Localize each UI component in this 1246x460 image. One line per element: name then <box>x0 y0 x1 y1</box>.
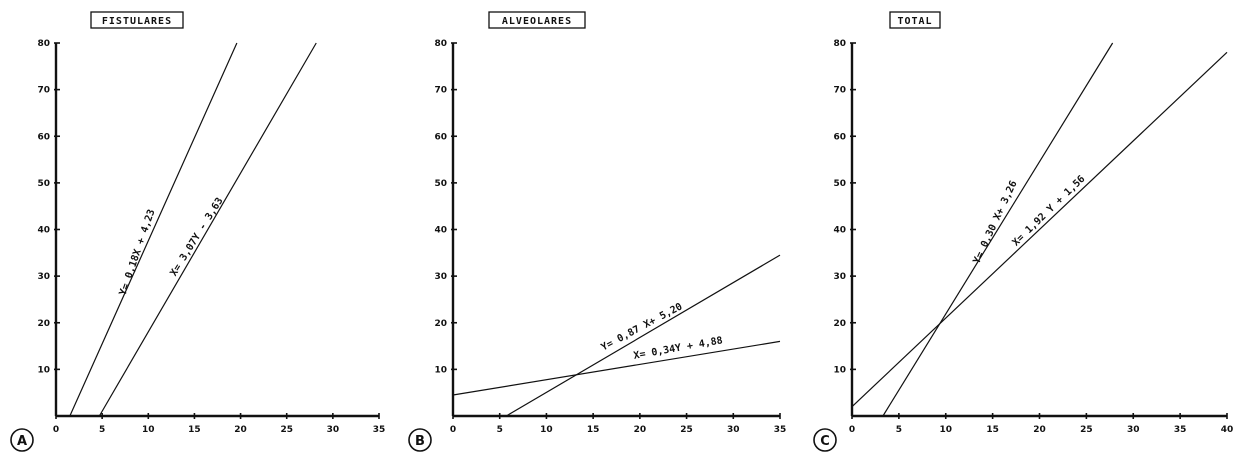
y-tick-label: 20 <box>833 319 846 329</box>
x-tick-label: 25 <box>280 425 293 435</box>
x-tick-label: 0 <box>849 425 855 435</box>
panel-badge: A <box>17 434 27 449</box>
x-tick-label: 0 <box>450 425 456 435</box>
equation-label: X= 3,07Y - 3,63 <box>168 196 225 278</box>
x-tick-label: 15 <box>188 425 201 435</box>
regression-line <box>851 51 1228 408</box>
y-tick-label: 40 <box>434 226 447 236</box>
chart-title-box <box>889 11 941 29</box>
chart-title: ALVEOLARES <box>502 16 572 27</box>
y-tick-label: 30 <box>833 272 846 282</box>
y-tick-label: 10 <box>37 365 50 375</box>
x-tick-label: 10 <box>939 425 952 435</box>
panel-b: ALVEOLARES 10 20 30 40 50 60 70 80 0 5 10 15 20 25 30 35… <box>408 11 787 452</box>
x-tick-label: 40 <box>1221 425 1234 435</box>
x-tick-label: 10 <box>540 425 553 435</box>
panel-badge: C <box>820 434 830 449</box>
x-tick-label: 15 <box>587 425 600 435</box>
chart-title: FISTULARES <box>102 16 172 27</box>
x-tick-label: 10 <box>142 425 155 435</box>
x-tick-label: 5 <box>497 425 503 435</box>
y-tick-label: 10 <box>434 365 447 375</box>
y-tick-label: 60 <box>833 132 846 142</box>
y-tick-label: 20 <box>434 319 447 329</box>
y-tick-label: 60 <box>37 132 50 142</box>
y-tick-label: 80 <box>37 39 50 49</box>
y-tick-label: 70 <box>434 86 447 96</box>
equation-label: Y= 0,30 X+ 3,26 <box>971 179 1019 265</box>
x-tick-label: 5 <box>99 425 105 435</box>
x-tick-label: 20 <box>234 425 247 435</box>
y-tick-label: 80 <box>434 39 447 49</box>
x-tick-label: 20 <box>634 425 647 435</box>
y-tick-label: 60 <box>434 132 447 142</box>
regression-line <box>452 340 781 396</box>
chart-title-box <box>90 11 184 29</box>
y-tick-label: 70 <box>37 86 50 96</box>
x-tick-label: 35 <box>373 425 386 435</box>
x-tick-label: 25 <box>1080 425 1093 435</box>
regression-line <box>505 254 781 417</box>
panel-badge-circle <box>813 428 837 452</box>
x-tick-label: 35 <box>774 425 787 435</box>
x-tick-label: 30 <box>327 425 340 435</box>
y-tick-label: 30 <box>37 272 50 282</box>
equation-label: X= 1,92 Y + 1,56 <box>1011 174 1088 249</box>
x-tick-label: 25 <box>680 425 693 435</box>
x-tick-label: 30 <box>727 425 740 435</box>
panel-c: TOTAL 10 20 30 40 50 60 70 80 0 5 10 15 20 25 30 35 40 Y= … <box>813 11 1234 452</box>
x-tick-label: 20 <box>1033 425 1046 435</box>
panel-badge-circle <box>408 428 432 452</box>
y-tick-label: 50 <box>434 179 447 189</box>
x-tick-label: 5 <box>896 425 902 435</box>
y-tick-label: 70 <box>833 86 846 96</box>
y-tick-label: 50 <box>833 179 846 189</box>
y-tick-label: 40 <box>37 226 50 236</box>
chart-title-box <box>488 11 586 29</box>
panel-badge: B <box>415 434 425 449</box>
regression-line <box>882 42 1114 417</box>
x-tick-label: 0 <box>53 425 59 435</box>
panel-badge-circle <box>10 428 34 452</box>
panel-a: FISTULARES 10 20 30 40 50 60 70 80 0 5 10 15 20 25 30 35… <box>10 11 386 452</box>
y-tick-label: 50 <box>37 179 50 189</box>
y-tick-label: 80 <box>833 39 846 49</box>
y-tick-label: 40 <box>833 226 846 236</box>
x-tick-label: 15 <box>986 425 999 435</box>
x-tick-label: 35 <box>1174 425 1187 435</box>
x-tick-label: 30 <box>1127 425 1140 435</box>
y-tick-label: 30 <box>434 272 447 282</box>
chart-title: TOTAL <box>897 16 932 27</box>
y-tick-label: 10 <box>833 365 846 375</box>
equation-label: Y= 0,18X + 4,23 <box>118 208 158 297</box>
regression-line <box>98 42 317 417</box>
y-tick-label: 20 <box>37 319 50 329</box>
regression-line <box>69 42 238 417</box>
